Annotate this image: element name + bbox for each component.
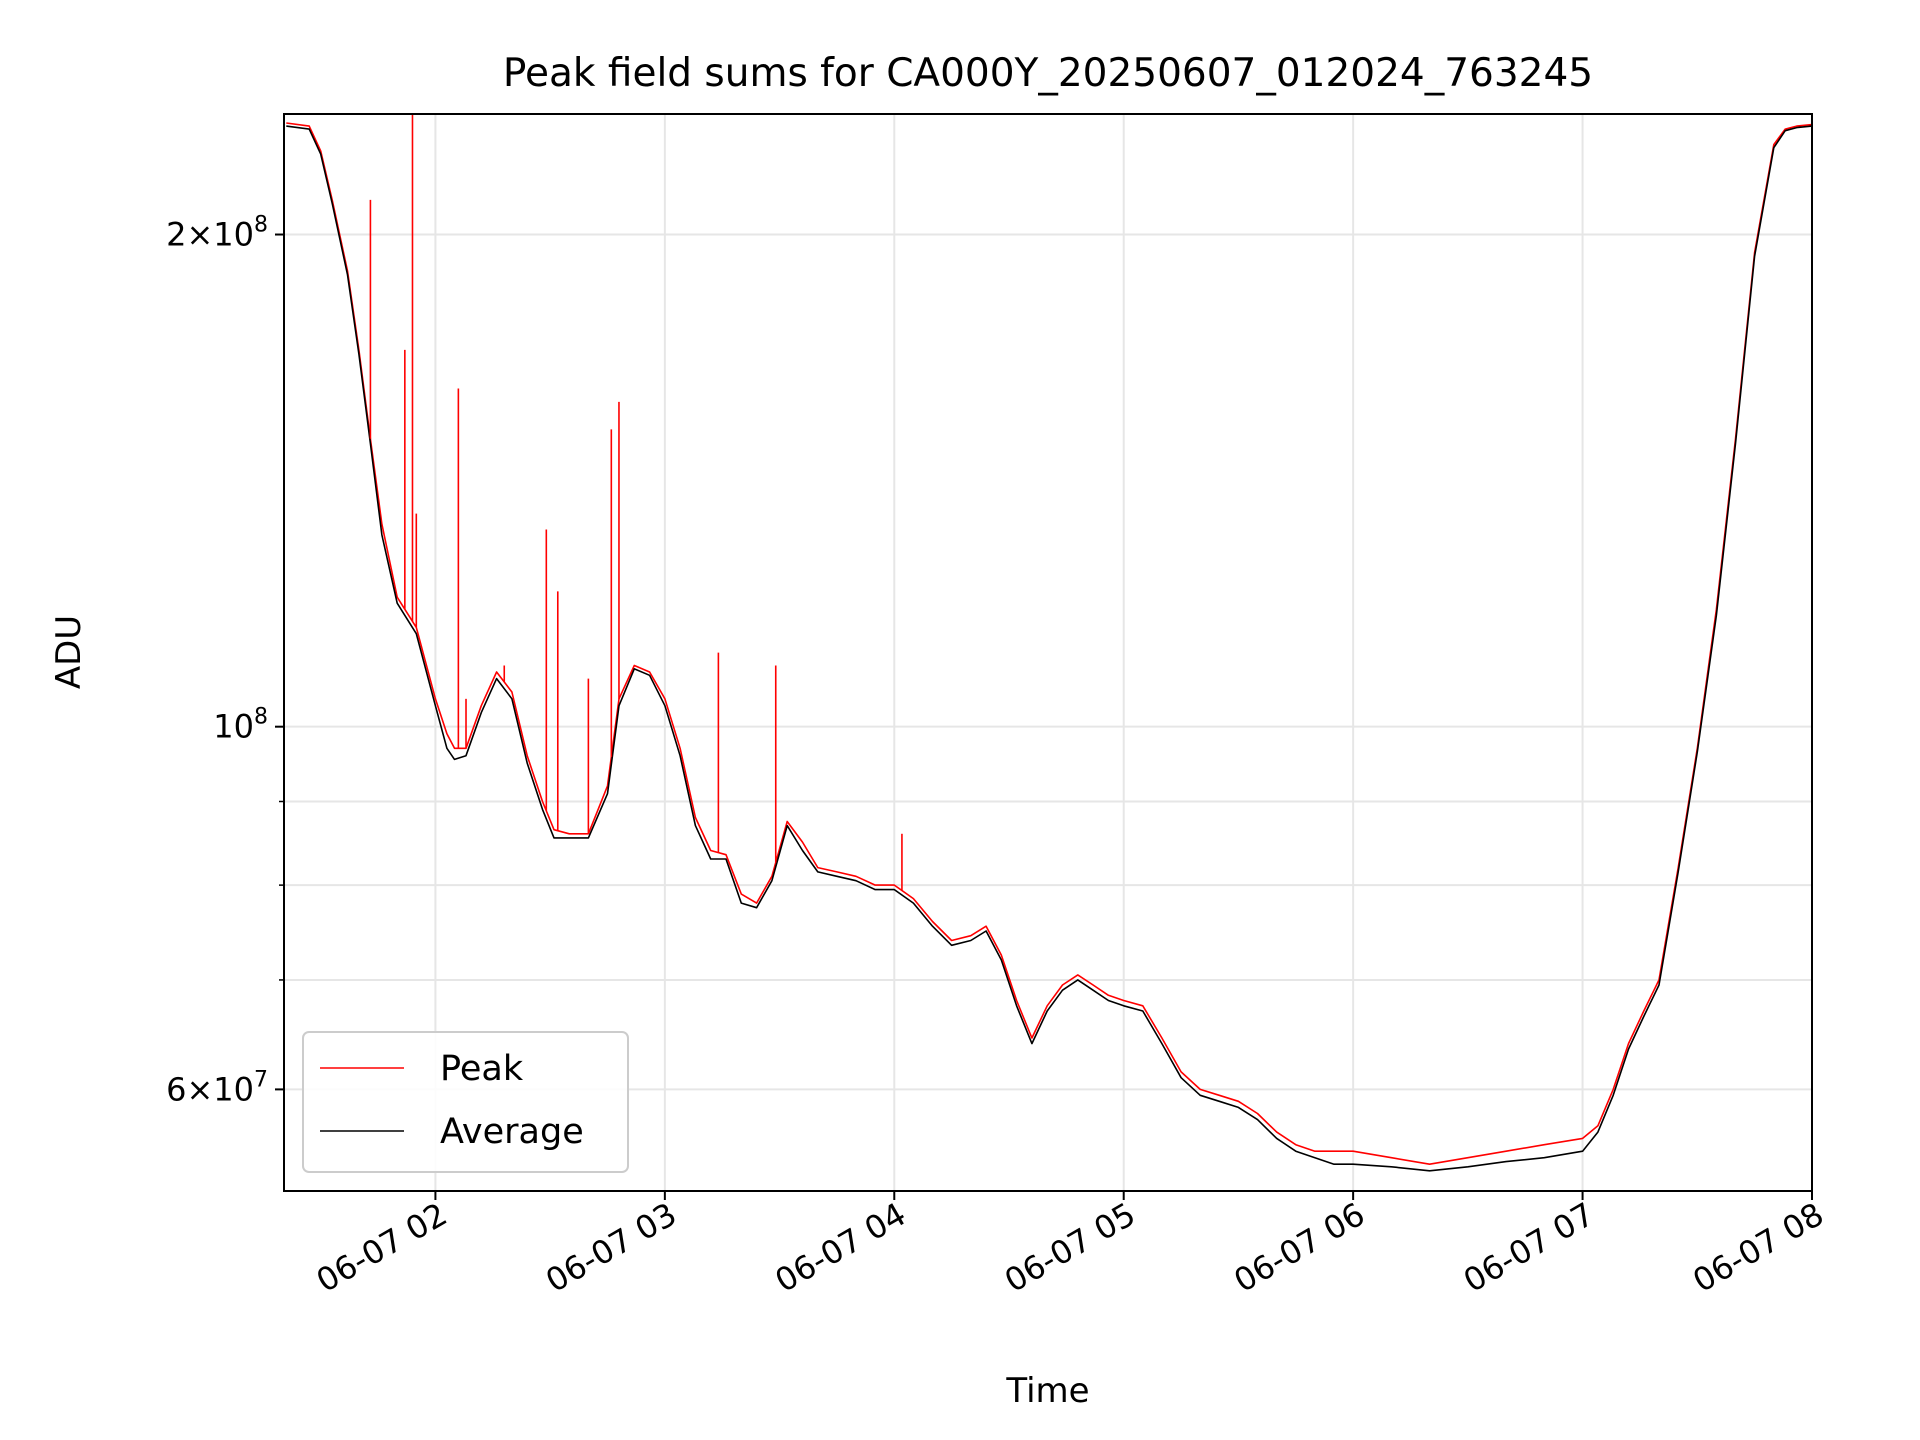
plot-frame bbox=[283, 113, 1813, 1192]
legend-label-peak: Peak bbox=[440, 1049, 524, 1089]
series-group bbox=[286, 114, 1812, 1172]
x-axis-label: Time bbox=[1005, 1371, 1089, 1411]
series-layer bbox=[286, 114, 1812, 1172]
series-line-average bbox=[286, 125, 1812, 1172]
chart-title: Peak field sums for CA000Y_20250607_0120… bbox=[503, 51, 1593, 96]
legend-box bbox=[302, 1031, 629, 1173]
legend: Peak Average bbox=[302, 1031, 629, 1173]
y-tick-label: 108 bbox=[213, 705, 268, 746]
grid bbox=[284, 114, 1813, 1191]
y-axis-label: ADU bbox=[49, 615, 89, 689]
series-line-peak bbox=[286, 122, 1812, 1165]
legend-label-average: Average bbox=[440, 1112, 584, 1152]
y-tick-label: 6×107 bbox=[166, 1067, 268, 1108]
y-tick-label: 2×108 bbox=[166, 213, 268, 254]
